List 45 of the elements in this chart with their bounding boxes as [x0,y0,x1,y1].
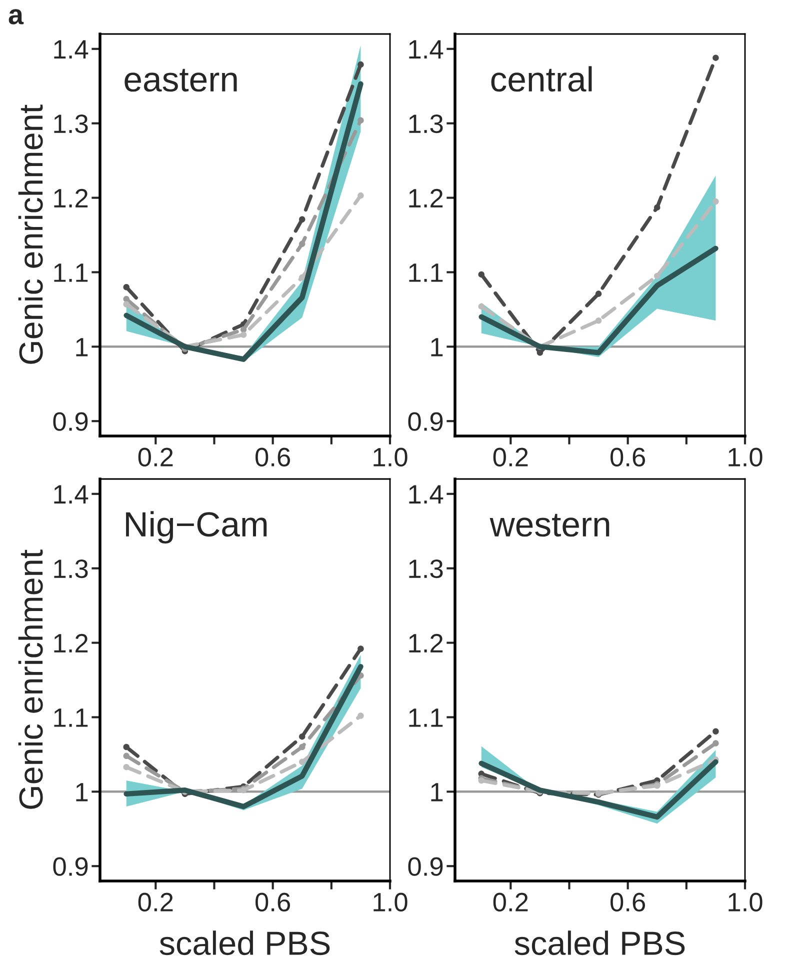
y-tick-label: 1 [76,338,88,356]
y-tick-label: 1.1 [54,264,88,282]
y-tick-label: 1.1 [54,708,88,727]
x-tick-label: 1.0 [374,892,408,912]
y-tick-label: 1.2 [54,188,88,208]
y-tick-label: 1.2 [409,188,443,208]
y-tick-label: 1.2 [54,634,88,652]
y-tick-label: 1 [76,783,88,802]
x-tick-label: 0.2 [493,448,528,466]
text: central [491,66,592,92]
x-tick-label: 0.2 [493,892,528,912]
y-axis-title: Genic enrichment [18,104,43,364]
y-tick-label: 1.1 [409,708,443,727]
x-tick-label: 1.0 [728,448,762,466]
x-tick-label: 1.0 [728,892,762,912]
x-tick-label: 0.2 [138,892,173,912]
x-tick-label: 0.6 [610,892,646,912]
y-tick-label: 1 [431,338,443,356]
y-tick-label: 1.4 [54,485,88,504]
x-tick-label: 0.2 [138,448,173,466]
y-tick-label: 1.3 [54,559,88,578]
text: western [490,514,610,537]
y-axis-title: Genic enrichment [18,550,43,809]
text: Nig−Cam [126,511,267,544]
text: eastern [124,68,237,92]
y-tick-label: 1.4 [409,40,444,58]
text: a [8,9,24,24]
y-tick-label: 1.1 [409,264,443,282]
y-tick-label: 1.2 [409,634,443,652]
x-tick-label: 0.6 [256,892,290,912]
y-tick-label: 0.9 [53,412,88,431]
y-tick-label: 0.9 [408,857,443,876]
y-tick-label: 0.9 [53,857,88,876]
y-tick-label: 1.4 [409,485,444,504]
x-axis-title: scaled PBS [160,930,330,956]
y-tick-label: 1.3 [54,114,88,134]
y-tick-label: 0.9 [408,412,443,431]
y-tick-label: 1.3 [409,114,443,134]
x-tick-label: 0.6 [256,448,290,466]
x-tick-label: 1.0 [374,448,408,466]
x-axis-title: scaled PBS [514,930,685,956]
y-tick-label: 1 [431,783,443,802]
y-tick-label: 1.3 [409,559,443,578]
x-tick-label: 0.6 [610,448,646,466]
y-tick-label: 1.4 [54,40,88,58]
